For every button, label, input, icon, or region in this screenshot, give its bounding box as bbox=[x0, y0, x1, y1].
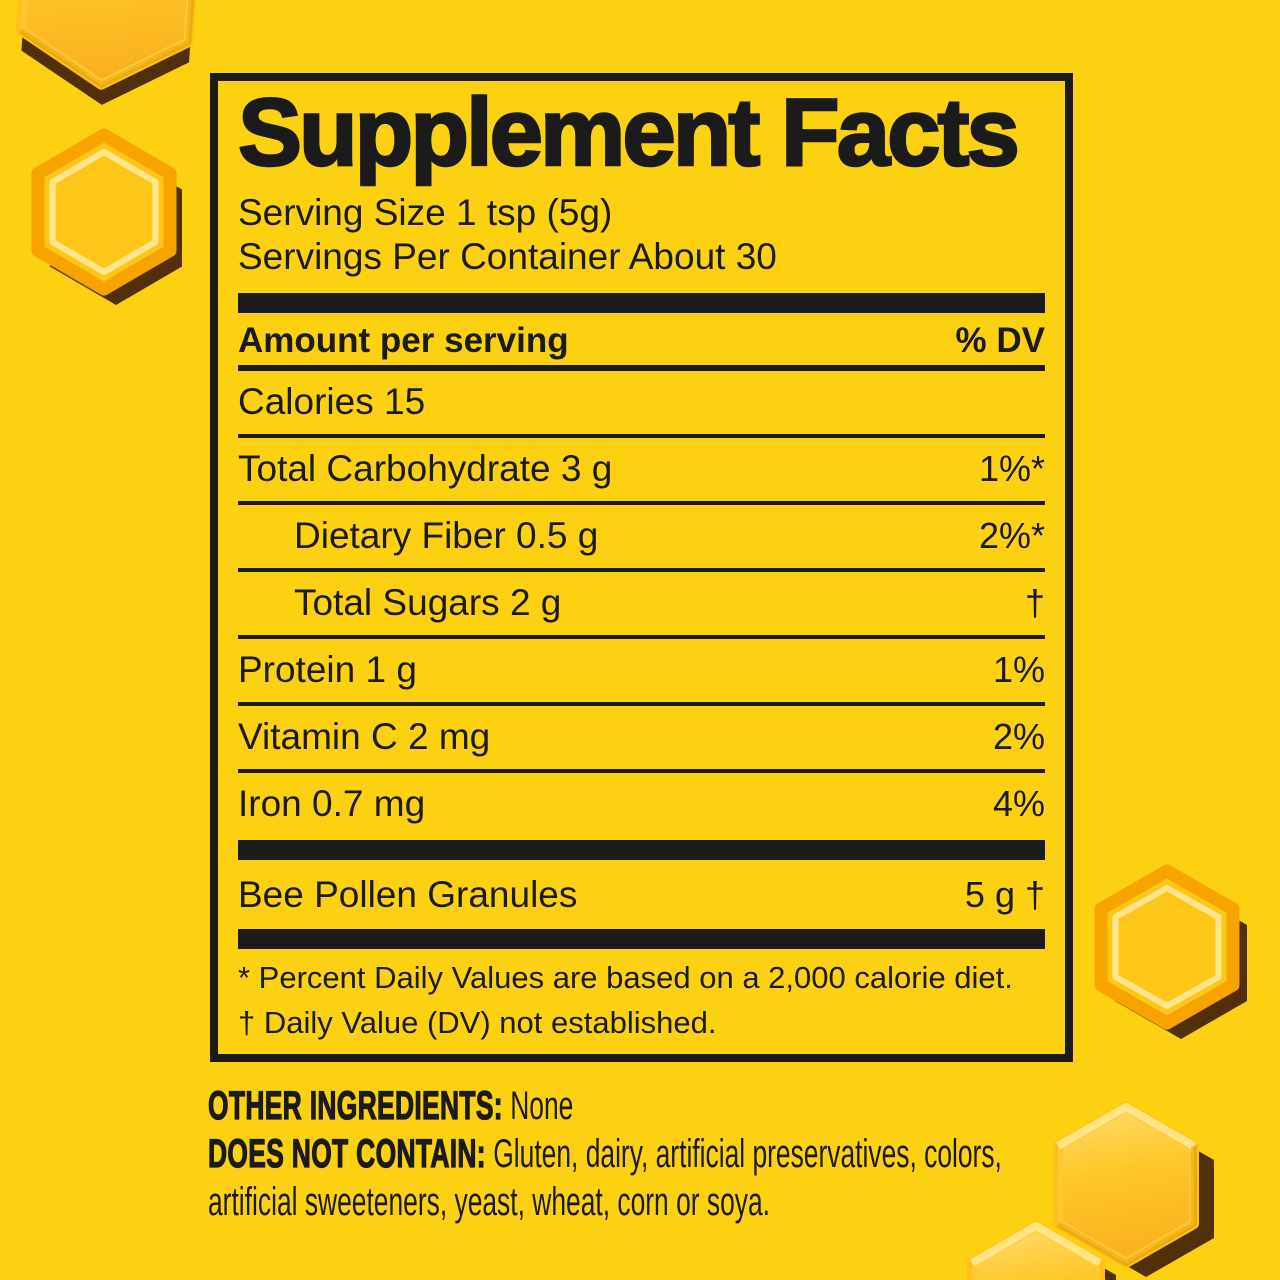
does-not-contain-line-2: artificial sweeteners, yeast, wheat, cor… bbox=[208, 1178, 868, 1226]
gummy-hexagon-top-left bbox=[15, 0, 201, 105]
other-ingredients-label: OTHER INGREDIENTS: bbox=[208, 1083, 503, 1128]
gummy-hexagon-bottom-right bbox=[1053, 1102, 1214, 1277]
nutrient-label: Total Sugars 2 g bbox=[294, 582, 562, 623]
nutrient-value: 1% bbox=[992, 649, 1045, 690]
panel-title: Supplement Facts bbox=[237, 79, 1021, 186]
footnote-percent-dv: * Percent Daily Values are based on a 2,… bbox=[238, 960, 1013, 995]
nutrient-row-iron: Iron 0.7 mg 4% bbox=[238, 769, 1045, 836]
nutrient-value: 5 g † bbox=[964, 874, 1045, 915]
does-not-contain-line-1: DOES NOT CONTAIN: Gluten, dairy, artific… bbox=[208, 1130, 1002, 1178]
does-not-contain-value: Gluten, dairy, artificial preservatives,… bbox=[485, 1132, 1002, 1176]
servings-per-container: Servings Per Container About 30 bbox=[238, 236, 777, 277]
nutrient-value: 2% bbox=[992, 716, 1045, 757]
other-ingredients-line: OTHER INGREDIENTS: None bbox=[208, 1082, 868, 1130]
nutrient-value: 1%* bbox=[978, 448, 1045, 489]
percent-dv-header: % DV bbox=[955, 321, 1045, 360]
nutrient-label: Iron 0.7 mg bbox=[238, 783, 426, 824]
nutrient-label: Bee Pollen Granules bbox=[238, 874, 578, 915]
does-not-contain-label: DOES NOT CONTAIN: bbox=[208, 1131, 486, 1176]
nutrient-value: 4% bbox=[992, 783, 1045, 824]
other-ingredients-value: None bbox=[502, 1084, 574, 1128]
footnotes: * Percent Daily Values are based on a 2,… bbox=[238, 955, 1045, 1045]
nutrient-label: Dietary Fiber 0.5 g bbox=[294, 515, 599, 556]
bordered-hexagon-left bbox=[31, 128, 182, 305]
thick-divider-bottom bbox=[238, 929, 1045, 949]
bordered-hexagon-right bbox=[1094, 864, 1247, 1039]
nutrient-row-total-carbohydrate: Total Carbohydrate 3 g 1%* bbox=[238, 434, 1045, 501]
serving-info: Serving Size 1 tsp (5g) Servings Per Con… bbox=[238, 191, 1045, 279]
nutrient-value: † bbox=[1024, 582, 1045, 623]
gummy-hexagon-bottom-corner bbox=[967, 1221, 1116, 1280]
nutrient-row-total-sugars: Total Sugars 2 g † bbox=[238, 568, 1045, 635]
thick-divider-middle bbox=[238, 840, 1045, 860]
nutrient-row-bee-pollen: Bee Pollen Granules 5 g † bbox=[238, 860, 1045, 929]
serving-size: Serving Size 1 tsp (5g) bbox=[238, 192, 613, 233]
thick-divider-top bbox=[238, 293, 1045, 313]
nutrient-label: Calories 15 bbox=[238, 381, 426, 422]
nutrient-value: 2%* bbox=[978, 515, 1045, 556]
nutrient-row-vitamin-c: Vitamin C 2 mg 2% bbox=[238, 702, 1045, 769]
column-header-row: Amount per serving % DV bbox=[238, 313, 1045, 371]
nutrient-rows: Calories 15 Total Carbohydrate 3 g 1%* D… bbox=[238, 371, 1045, 836]
additional-info: OTHER INGREDIENTS: None DOES NOT CONTAIN… bbox=[208, 1082, 1208, 1226]
nutrient-row-calories: Calories 15 bbox=[238, 371, 1045, 434]
amount-per-serving-header: Amount per serving bbox=[238, 321, 569, 360]
nutrient-row-protein: Protein 1 g 1% bbox=[238, 635, 1045, 702]
nutrient-row-dietary-fiber: Dietary Fiber 0.5 g 2%* bbox=[238, 501, 1045, 568]
nutrient-label: Protein 1 g bbox=[238, 649, 417, 690]
supplement-facts-panel: Supplement Facts Serving Size 1 tsp (5g)… bbox=[210, 73, 1073, 1062]
nutrient-label: Total Carbohydrate 3 g bbox=[238, 448, 613, 489]
does-not-contain-value-continued: artificial sweeteners, yeast, wheat, cor… bbox=[208, 1180, 770, 1224]
footnote-dagger: † Daily Value (DV) not established. bbox=[238, 1005, 717, 1040]
nutrient-label: Vitamin C 2 mg bbox=[238, 716, 491, 757]
